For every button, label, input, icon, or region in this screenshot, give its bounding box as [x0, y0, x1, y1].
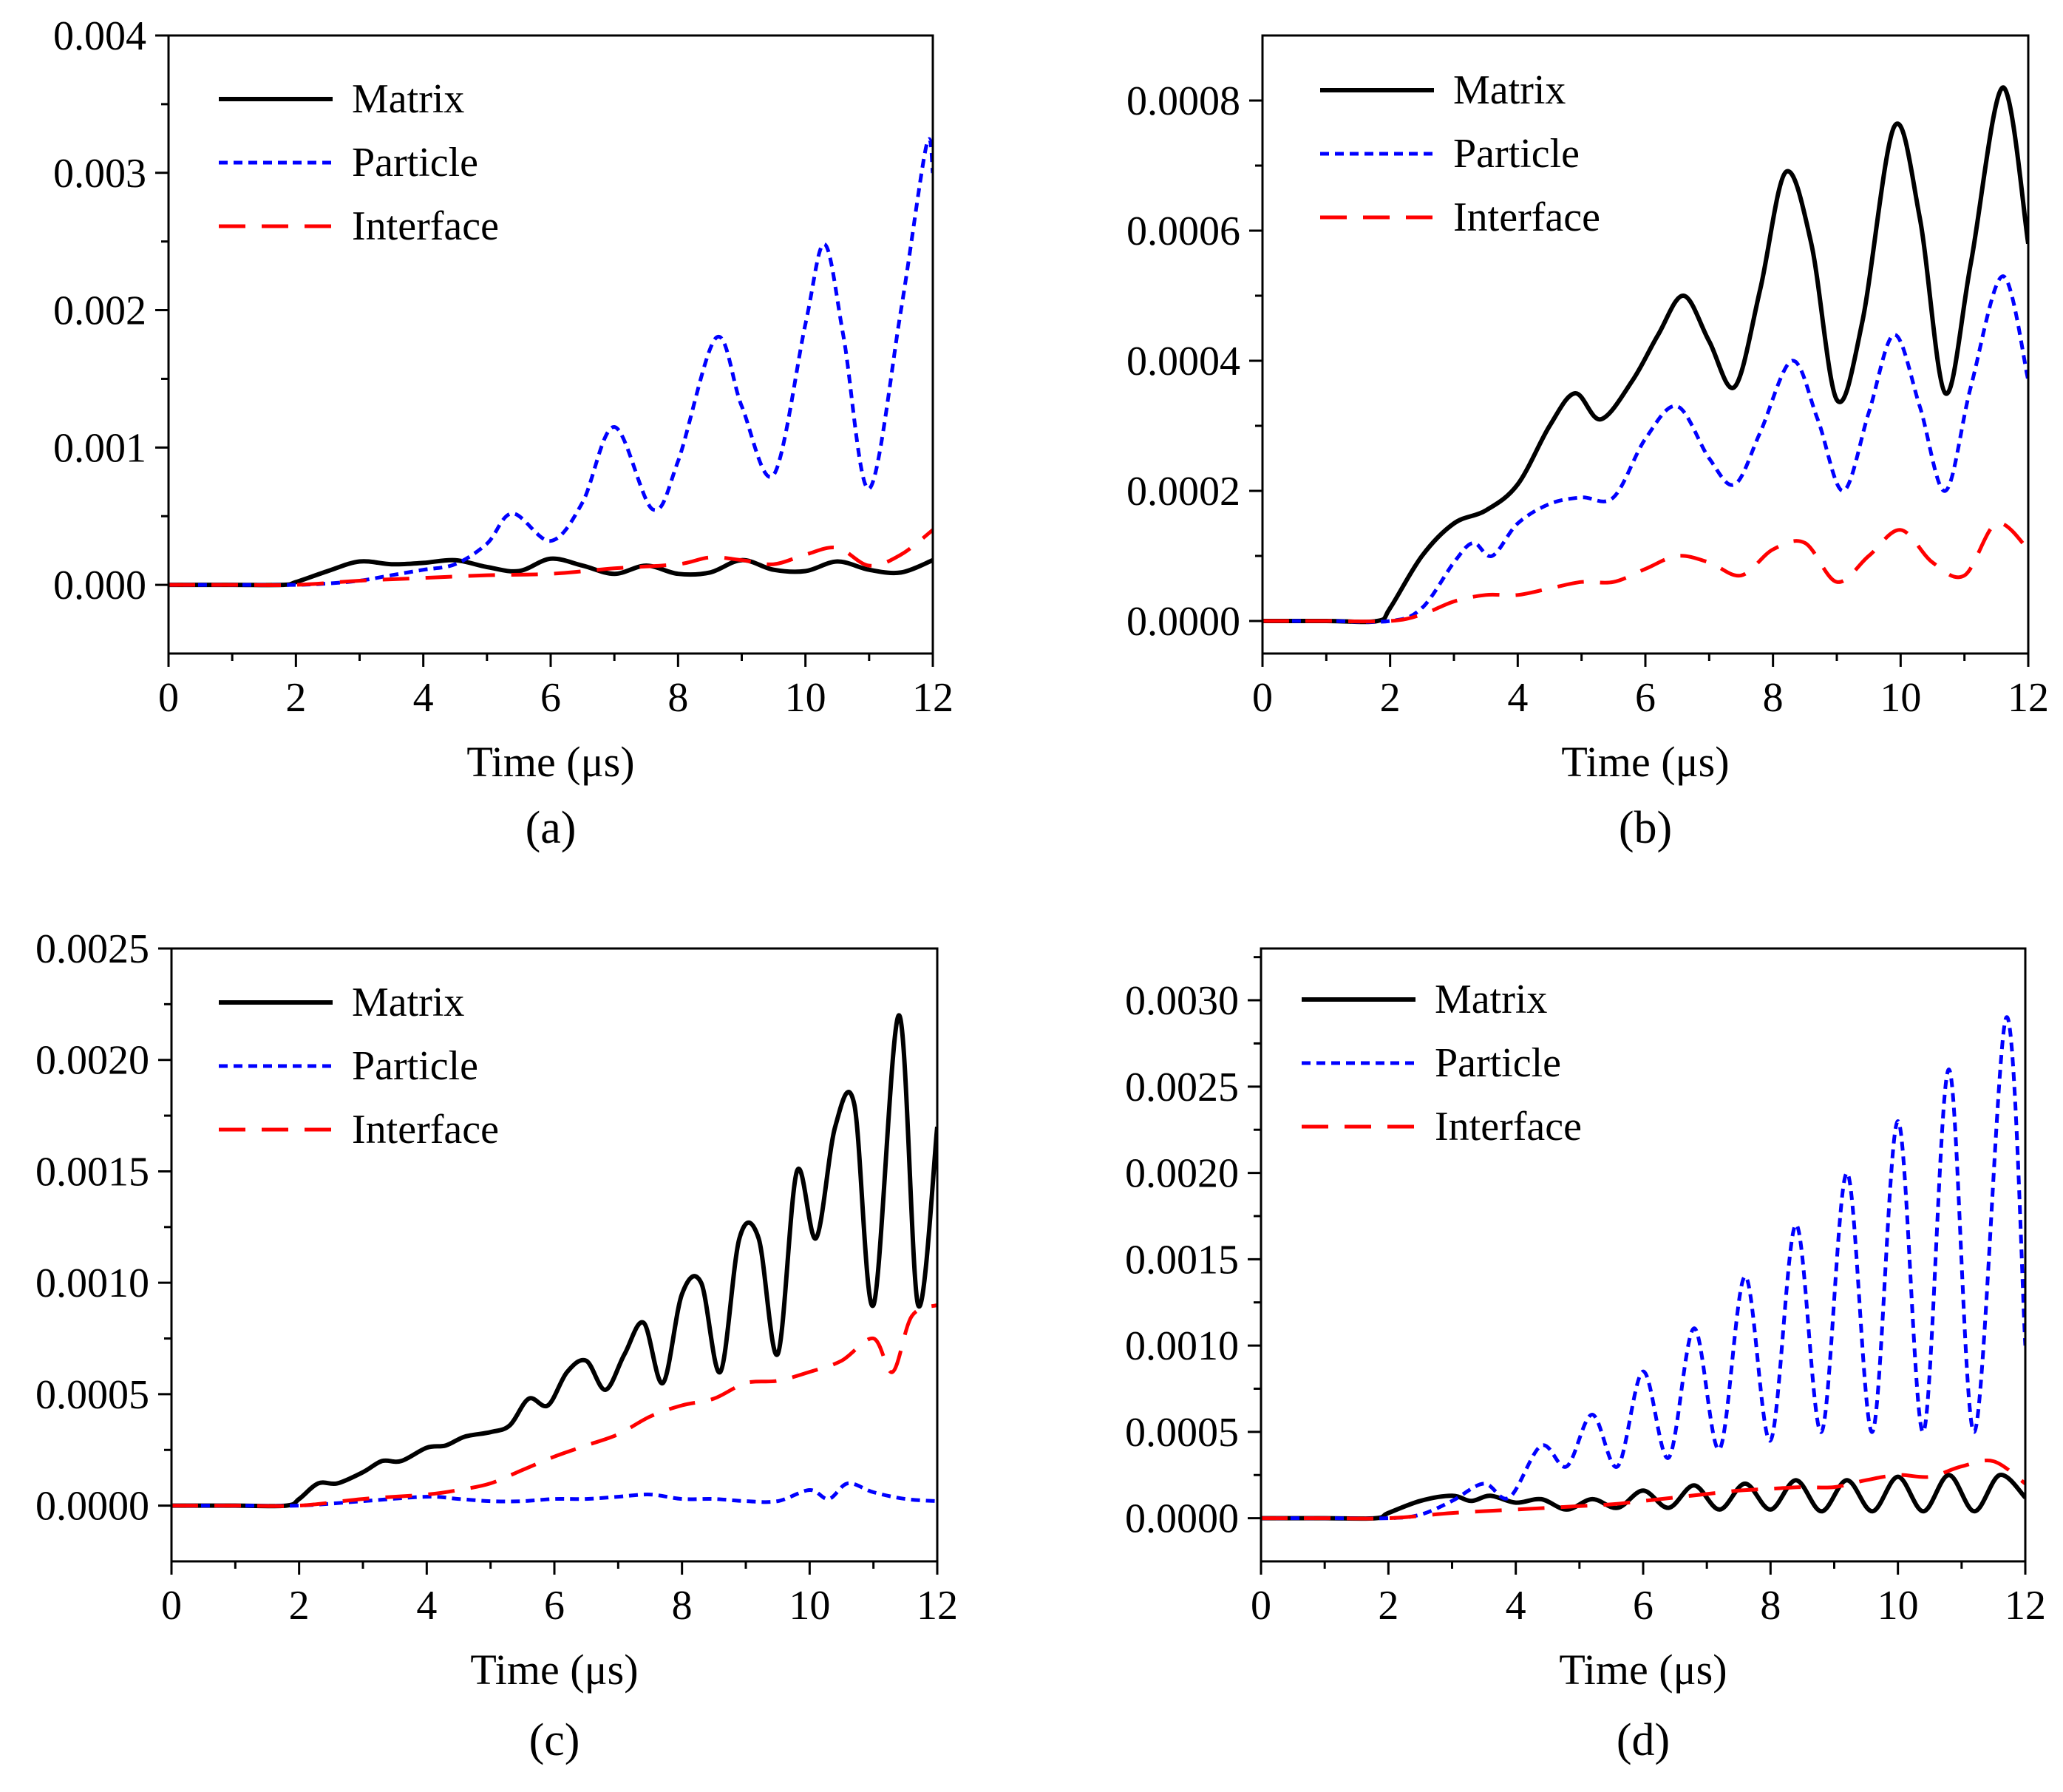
x-tick-label: 10 [1880, 675, 1921, 721]
series-lines [1262, 85, 2028, 625]
y-tick-label: 0.000 [53, 563, 146, 608]
legend: Matrix Particle Interface [219, 980, 499, 1153]
legend-label-matrix: Matrix [1435, 977, 1547, 1022]
series-line-matrix [169, 556, 933, 588]
series-lines [169, 137, 933, 588]
y-tick-label: 0.0025 [35, 926, 149, 972]
x-tick-label: 10 [1877, 1583, 1919, 1629]
legend-label-interface: Interface [352, 1107, 499, 1153]
series-line-interface [171, 1303, 937, 1508]
series-line-interface [1261, 1459, 2025, 1521]
legend-label-interface: Interface [1435, 1104, 1582, 1150]
series-line-particle [169, 137, 933, 587]
series-line-particle [1262, 274, 2028, 624]
legend-label-particle: Particle [1453, 131, 1580, 177]
x-tick-label: 8 [1760, 1583, 1781, 1629]
series-line-matrix [171, 1013, 937, 1509]
series-line-matrix [1261, 1473, 2025, 1521]
series-lines [1261, 1015, 2025, 1521]
x-tick-label: 6 [1635, 675, 1656, 721]
y-tick-label: 0.0000 [1125, 1496, 1239, 1542]
panel-label: (d) [1617, 1715, 1670, 1765]
y-tick-label: 0.0008 [1126, 78, 1240, 124]
x-tick-label: 0 [161, 1583, 182, 1629]
plot-frame [170, 947, 939, 1563]
plot-frame [1260, 947, 2027, 1563]
series-lines [171, 1013, 937, 1509]
x-tick-label: 0 [1252, 675, 1273, 721]
y-tick-label: 0.0015 [1125, 1237, 1239, 1283]
x-axis-title: Time (μs) [466, 738, 634, 786]
legend-label-matrix: Matrix [1453, 67, 1566, 113]
x-tick-label: 8 [667, 675, 688, 721]
legend-label-interface: Interface [1453, 194, 1600, 240]
legend-label-matrix: Matrix [352, 76, 464, 122]
legend-label-particle: Particle [352, 140, 478, 186]
x-tick-label: 4 [1506, 1583, 1526, 1629]
y-tick-label: 0.0000 [35, 1484, 149, 1530]
x-tick-label: 2 [1378, 1583, 1398, 1629]
y-tick-label: 0.0010 [35, 1260, 149, 1306]
panel-label: (b) [1619, 803, 1672, 853]
series-line-interface [169, 528, 933, 587]
x-tick-label: 6 [544, 1583, 565, 1629]
panel-label: (a) [526, 803, 577, 853]
x-tick-label: 4 [416, 1583, 437, 1629]
x-tick-label: 10 [789, 1583, 830, 1629]
series-line-matrix [1262, 85, 2028, 625]
y-tick-label: 0.001 [53, 425, 146, 471]
legend: Matrix Particle Interface [219, 76, 499, 249]
x-axis-title: Time (μs) [470, 1646, 638, 1694]
series-line-particle [171, 1481, 937, 1508]
x-tick-label: 0 [1251, 1583, 1271, 1629]
legend-label-interface: Interface [352, 203, 499, 249]
legend: Matrix Particle Interface [1320, 67, 1600, 240]
legend-label-matrix: Matrix [352, 980, 464, 1025]
y-tick-label: 0.0004 [1126, 339, 1240, 384]
x-tick-label: 6 [540, 675, 561, 721]
x-tick-label: 12 [2005, 1583, 2046, 1629]
y-tick-label: 0.003 [53, 151, 146, 197]
x-tick-label: 8 [672, 1583, 693, 1629]
y-tick-label: 0.0010 [1125, 1323, 1239, 1369]
legend-label-particle: Particle [1435, 1040, 1561, 1086]
y-tick-label: 0.004 [53, 13, 146, 59]
panel-b: 0 2 4 6 8 10 12 0.0000 0.0002 0.0004 0.0006 0.0008 T… [1126, 34, 2049, 853]
x-tick-label: 4 [413, 675, 434, 721]
y-tick-label: 0.0015 [35, 1149, 149, 1195]
legend-label-particle: Particle [352, 1043, 478, 1089]
x-tick-label: 4 [1507, 675, 1528, 721]
y-tick-label: 0.0030 [1125, 978, 1239, 1024]
plot-frame [1261, 34, 2030, 655]
y-tick-label: 0.0000 [1126, 599, 1240, 645]
legend: Matrix Particle Interface [1302, 977, 1582, 1150]
x-tick-label: 10 [785, 675, 826, 721]
y-tick-label: 0.0020 [1125, 1151, 1239, 1197]
x-axis-title: Time (μs) [1559, 1646, 1727, 1694]
x-tick-label: 2 [285, 675, 306, 721]
y-tick-label: 0.002 [53, 288, 146, 334]
x-tick-label: 12 [917, 1583, 958, 1629]
x-tick-label: 0 [158, 675, 179, 721]
panel-label: (c) [529, 1715, 580, 1765]
x-tick-label: 12 [912, 675, 954, 721]
y-tick-label: 0.0025 [1125, 1065, 1239, 1110]
y-tick-label: 0.0020 [35, 1038, 149, 1084]
x-tick-label: 2 [1380, 675, 1401, 721]
series-line-particle [1261, 1015, 2025, 1521]
x-tick-label: 2 [289, 1583, 310, 1629]
x-tick-label: 8 [1763, 675, 1784, 721]
y-tick-label: 0.0006 [1126, 208, 1240, 254]
x-tick-label: 6 [1633, 1583, 1654, 1629]
y-tick-label: 0.0002 [1126, 469, 1240, 515]
panel-a: 0 2 4 6 8 10 12 0.000 0.001 0.002 0.003 0.004 Time (… [53, 13, 954, 853]
y-tick-label: 0.0005 [35, 1372, 149, 1418]
y-tick-label: 0.0005 [1125, 1410, 1239, 1456]
panel-c: 0 2 4 6 8 10 12 0.0000 0.0005 0.0010 0.0015 0.0020 0… [35, 926, 958, 1765]
x-axis-title: Time (μs) [1561, 738, 1729, 786]
series-line-interface [1262, 520, 2028, 624]
panel-d: 0 2 4 6 8 10 12 0.0000 0.0005 0.0010 0.0015 0.0020 0… [1125, 947, 2046, 1765]
x-tick-label: 12 [2008, 675, 2049, 721]
